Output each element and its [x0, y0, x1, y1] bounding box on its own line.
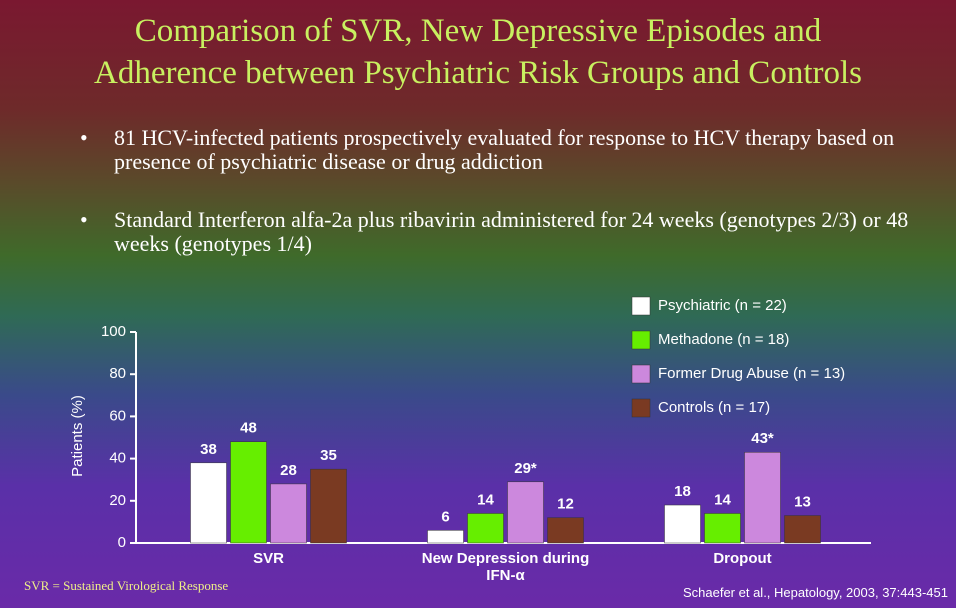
footnote: SVR = Sustained Virological Response	[24, 578, 229, 593]
x-tick-label: Dropout	[713, 550, 772, 567]
bar	[467, 513, 504, 544]
y-axis-label: Patients (%)	[69, 395, 86, 477]
bar	[744, 452, 781, 544]
value-label: 35	[320, 447, 337, 464]
source: Schaefer et al., Hepatology, 2003, 37:44…	[682, 585, 948, 600]
value-label: 18	[674, 483, 691, 500]
bar	[190, 462, 227, 544]
bar	[270, 483, 307, 544]
bar	[310, 468, 347, 544]
legend-label: Psychiatric (n = 22)	[658, 297, 787, 314]
title-line: Comparison of SVR, New Depressive Episod…	[134, 13, 822, 49]
value-label: 48	[240, 420, 257, 437]
value-label: 12	[557, 496, 574, 513]
bar	[427, 530, 464, 544]
bar	[784, 515, 821, 544]
value-label: 38	[200, 441, 217, 458]
x-tick-label: New Depression during IFN-α	[421, 550, 590, 584]
bar	[507, 481, 544, 544]
bar	[547, 517, 584, 544]
y-tick-label: 80	[109, 365, 126, 382]
value-label: 28	[280, 462, 297, 479]
bar	[664, 504, 701, 544]
legend-label: Controls (n = 17)	[658, 399, 770, 416]
legend-label: Former Drug Abuse (n = 13)	[658, 365, 845, 382]
value-label: 14	[477, 491, 494, 508]
bullet: 81 HCV-infected patients prospectively e…	[80, 126, 934, 174]
legend-label: Methadone (n = 18)	[658, 331, 789, 348]
title: Comparison of SVR, New Depressive Episod…	[0, 10, 956, 94]
y-tick-label: 60	[109, 407, 126, 424]
value-label: 43*	[751, 430, 774, 447]
x-tick-label: SVR	[253, 550, 284, 567]
title-line: Adherence between Psychiatric Risk Group…	[94, 55, 862, 91]
value-label: 14	[714, 491, 731, 508]
y-tick-label: 20	[109, 492, 126, 509]
legend-swatch	[631, 364, 651, 384]
legend-swatch	[631, 330, 651, 350]
y-tick-label: 100	[101, 323, 126, 340]
bar	[230, 441, 267, 544]
legend-swatch	[631, 296, 651, 316]
y-tick-label: 40	[109, 450, 126, 467]
value-label: 6	[441, 508, 449, 525]
y-tick-label: 0	[118, 534, 126, 551]
legend-swatch	[631, 398, 651, 418]
value-label: 13	[794, 494, 811, 511]
bar	[704, 513, 741, 544]
value-label: 29*	[514, 460, 537, 477]
bullet: Standard Interferon alfa-2a plus ribavir…	[80, 208, 934, 256]
